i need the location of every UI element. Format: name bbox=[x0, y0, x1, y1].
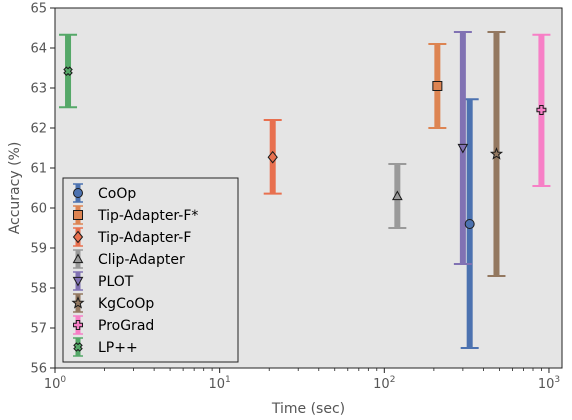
legend-entry-coop: CoOp bbox=[73, 183, 136, 203]
y-axis-label: Accuracy (%) bbox=[7, 142, 23, 235]
legend-entry-clip-adapter: Clip-Adapter bbox=[72, 249, 185, 269]
legend: CoOp Tip-Adapter-F* Tip-Adapter-F Clip-Adap… bbox=[62, 177, 239, 363]
y-tick-label: 57 bbox=[30, 322, 47, 337]
point-plot bbox=[457, 143, 469, 154]
point-tip-adapter-f bbox=[267, 150, 278, 164]
legend-marker bbox=[72, 276, 84, 287]
legend-entry-plot: PLOT bbox=[72, 271, 134, 291]
legend-marker bbox=[73, 210, 83, 220]
legend-marker bbox=[73, 188, 83, 198]
legend-entry-tip-adapter-f: Tip-Adapter-F* bbox=[73, 205, 198, 225]
y-tick-label: 59 bbox=[30, 242, 47, 257]
x-tick-label: 100 bbox=[44, 375, 67, 392]
point-coop bbox=[464, 219, 475, 229]
legend-entry-prograd: ProGrad bbox=[73, 315, 154, 335]
legend-label: ProGrad bbox=[98, 318, 154, 334]
plot-frame bbox=[54, 7, 563, 369]
legend-marker bbox=[72, 230, 84, 244]
legend-label: LP++ bbox=[98, 340, 138, 356]
point-kgcoop bbox=[489, 147, 504, 160]
legend-box bbox=[62, 177, 239, 363]
y-tick-label: 64 bbox=[30, 42, 47, 57]
point-lp bbox=[63, 66, 73, 76]
y-tick-label: 60 bbox=[30, 202, 47, 217]
legend-marker bbox=[73, 342, 83, 352]
legend-entry-tip-adapter-f: Tip-Adapter-F bbox=[72, 227, 191, 247]
x-tick-label: 102 bbox=[373, 375, 395, 392]
legend-label: Tip-Adapter-F bbox=[97, 230, 191, 246]
point-prograd bbox=[536, 105, 547, 115]
y-tick-label: 63 bbox=[30, 82, 47, 97]
legend-label: KgCoOp bbox=[98, 296, 154, 312]
point-clip-adapter bbox=[391, 190, 403, 201]
x-axis-label: Time (sec) bbox=[271, 401, 345, 417]
y-tick-label: 61 bbox=[30, 162, 47, 177]
x-tick-label: 101 bbox=[209, 375, 231, 392]
y-tick-label: 62 bbox=[30, 122, 47, 137]
legend-marker bbox=[72, 253, 84, 264]
legend-label: Clip-Adapter bbox=[98, 252, 185, 268]
legend-entry-lp: LP++ bbox=[73, 337, 138, 357]
y-tick-label: 65 bbox=[30, 2, 47, 17]
y-tick-label: 56 bbox=[30, 362, 47, 377]
y-tick-label: 58 bbox=[30, 282, 47, 297]
legend-label: CoOp bbox=[98, 186, 136, 202]
legend-marker bbox=[73, 320, 83, 330]
legend-entry-kgcoop: KgCoOp bbox=[71, 293, 154, 313]
point-tip-adapter-f bbox=[432, 81, 443, 91]
legend-label: Tip-Adapter-F* bbox=[97, 208, 198, 224]
x-tick-label: 103 bbox=[538, 375, 560, 392]
legend-marker bbox=[71, 296, 85, 309]
legend-label: PLOT bbox=[98, 274, 134, 290]
